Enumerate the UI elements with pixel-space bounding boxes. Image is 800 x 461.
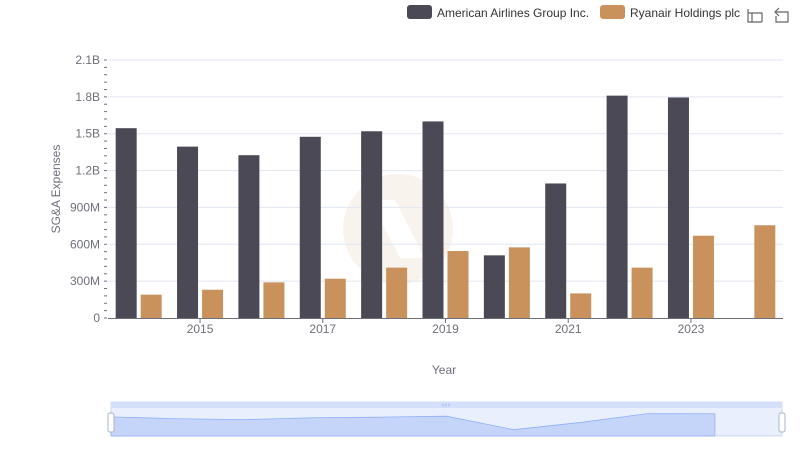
bar-american-airlines-2018[interactable] <box>361 131 383 318</box>
bar-ryanair-2017[interactable] <box>324 278 346 318</box>
bars <box>115 95 776 318</box>
y-tick-label: 1.8B <box>75 90 100 104</box>
x-axis-tick-labels: 2015 2017 2019 2021 2023 <box>187 318 705 336</box>
x-tick-label: 2015 <box>187 322 214 336</box>
bar-american-airlines-2014[interactable] <box>115 128 137 318</box>
bar-ryanair-2018[interactable] <box>386 267 408 318</box>
legend-label-ryanair: Ryanair Holdings plc <box>630 6 740 20</box>
y-tick-label: 2.1B <box>75 53 100 67</box>
legend-item-american-airlines[interactable]: American Airlines Group Inc. <box>407 5 589 20</box>
slider-preview-area <box>110 413 716 437</box>
bar-ryanair-2024[interactable] <box>754 225 776 318</box>
bar-ryanair-2016[interactable] <box>263 282 285 318</box>
bar-american-airlines-2021[interactable] <box>545 183 567 318</box>
bar-ryanair-2022[interactable] <box>631 267 653 318</box>
legend[interactable]: American Airlines Group Inc. Ryanair Hol… <box>407 5 740 20</box>
y-tick-label: 0 <box>93 311 100 325</box>
y-axis-tick-labels: 0 300M 600M 900M 1.2B 1.5B 1.8B 2.1B <box>70 53 100 325</box>
x-tick-label: 2017 <box>309 322 336 336</box>
bar-ryanair-2023[interactable] <box>692 235 714 318</box>
x-tick-label: 2023 <box>678 322 705 336</box>
bar-american-airlines-2017[interactable] <box>299 136 321 318</box>
data-zoom-slider[interactable] <box>107 401 786 437</box>
bar-american-airlines-2022[interactable] <box>606 95 628 318</box>
slider-left-handle[interactable] <box>107 412 115 433</box>
x-tick-label: 2019 <box>432 322 459 336</box>
slider-move-handle-icon[interactable] <box>442 403 450 407</box>
y-tick-label: 1.5B <box>75 127 100 141</box>
slider-top-bar[interactable] <box>111 402 782 408</box>
legend-swatch-ryanair <box>600 5 625 19</box>
y-axis-minor-ticks <box>104 59 107 319</box>
legend-item-ryanair[interactable]: Ryanair Holdings plc <box>600 5 740 20</box>
bar-american-airlines-2023[interactable] <box>667 97 689 318</box>
x-axis-title: Year <box>432 363 456 377</box>
zoom-select-icon[interactable] <box>747 9 763 23</box>
bar-american-airlines-2019[interactable] <box>422 121 444 318</box>
bar-ryanair-2019[interactable] <box>447 251 469 318</box>
y-tick-label: 900M <box>70 200 100 214</box>
slider-selected-range[interactable] <box>111 408 782 436</box>
legend-swatch-american-airlines <box>407 5 432 19</box>
y-tick-label: 300M <box>70 274 100 288</box>
bar-ryanair-2014[interactable] <box>140 294 162 318</box>
bar-american-airlines-2015[interactable] <box>177 146 199 318</box>
bar-american-airlines-2020[interactable] <box>483 255 505 318</box>
y-axis-title: SG&A Expenses <box>49 145 63 234</box>
x-tick-label: 2021 <box>555 322 582 336</box>
bar-ryanair-2015[interactable] <box>202 289 224 318</box>
bar-ryanair-2021[interactable] <box>570 293 592 318</box>
legend-label-american-airlines: American Airlines Group Inc. <box>437 6 589 20</box>
zoom-reset-icon[interactable] <box>774 7 789 23</box>
bar-ryanair-2020[interactable] <box>508 247 530 318</box>
slider-right-handle[interactable] <box>778 412 786 433</box>
y-tick-label: 1.2B <box>75 164 100 178</box>
bar-american-airlines-2016[interactable] <box>238 155 260 318</box>
y-tick-label: 600M <box>70 237 100 251</box>
